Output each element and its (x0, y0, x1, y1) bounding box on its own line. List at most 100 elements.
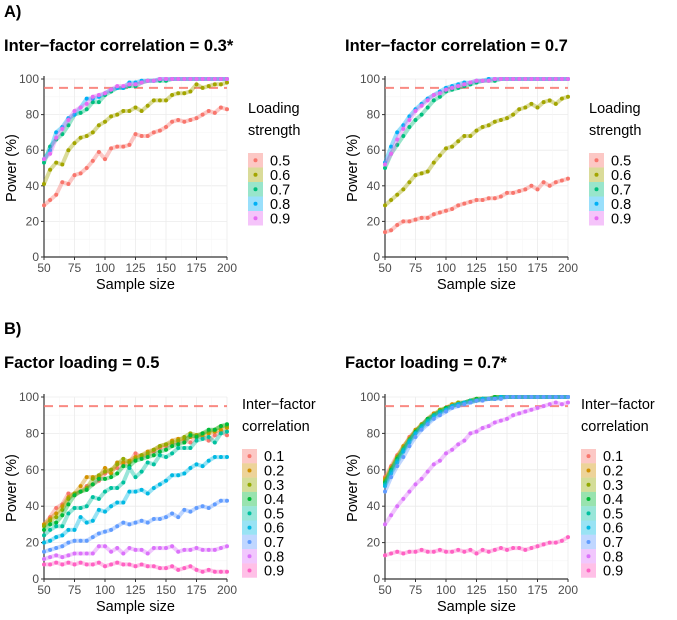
data-point (157, 98, 162, 103)
data-point (401, 187, 406, 192)
chart-title: Inter−factor correlation = 0.7 (345, 37, 568, 55)
data-point (54, 511, 59, 516)
data-point (42, 540, 46, 545)
data-point (109, 562, 114, 567)
data-point (425, 98, 430, 103)
data-point (505, 547, 509, 552)
data-point (474, 78, 479, 83)
data-point (109, 504, 114, 509)
data-point (66, 117, 71, 122)
data-point (145, 491, 150, 496)
data-point (48, 562, 53, 567)
data-point (529, 183, 534, 188)
data-point (383, 230, 387, 235)
series-0.9 (383, 535, 570, 558)
data-point (48, 555, 53, 560)
data-point (133, 458, 138, 463)
legend-label: 0.6 (603, 521, 623, 537)
data-point (60, 132, 65, 137)
data-point (170, 511, 175, 516)
legend-title: Inter−factor (242, 397, 316, 413)
data-point (60, 504, 65, 509)
x-tick-label: 75 (68, 261, 82, 275)
data-point (559, 178, 564, 183)
data-point (194, 567, 199, 572)
data-point (456, 442, 461, 447)
data-point (517, 77, 522, 81)
data-point (90, 158, 95, 163)
data-point (188, 547, 193, 552)
data-point (419, 171, 424, 176)
data-point (437, 94, 442, 99)
data-point (121, 109, 126, 114)
data-point (523, 77, 528, 81)
data-point (164, 455, 168, 460)
y-tick-label: 80 (367, 108, 381, 122)
data-point (462, 82, 467, 87)
data-point (511, 413, 516, 418)
legend-key-dot (247, 525, 252, 530)
data-point (511, 190, 516, 195)
data-point (121, 456, 126, 461)
data-point (115, 524, 120, 529)
data-point (115, 144, 120, 149)
data-point (127, 489, 132, 494)
data-point (200, 85, 205, 90)
y-axis-label: Power (%) (4, 134, 20, 202)
data-point (212, 82, 217, 87)
data-point (474, 551, 479, 556)
data-point (517, 107, 522, 112)
data-point (407, 219, 412, 224)
data-point (492, 196, 497, 201)
data-point (468, 80, 473, 85)
legend-label: 0.1 (603, 449, 623, 465)
x-tick-label: 100 (95, 261, 115, 275)
y-tick-label: 80 (367, 426, 381, 440)
data-point (541, 404, 546, 409)
y-axis-label: Power (%) (345, 454, 361, 522)
data-point (84, 101, 89, 106)
data-point (84, 504, 89, 509)
data-point (523, 547, 528, 552)
data-point (84, 520, 89, 525)
legend-label: 0.6 (611, 168, 631, 184)
data-point (480, 198, 485, 203)
data-point (145, 455, 150, 460)
x-axis-label: Sample size (437, 277, 516, 293)
legend-key-dot (253, 172, 258, 177)
data-point (559, 96, 564, 101)
data-point (164, 442, 168, 447)
data-point (468, 547, 473, 552)
y-tick-label: 40 (26, 179, 40, 193)
data-point (54, 515, 59, 520)
series-0.7 (42, 498, 229, 554)
data-point (498, 77, 503, 81)
data-point (182, 507, 187, 512)
data-point (553, 180, 558, 185)
data-point (486, 123, 491, 128)
data-point (425, 105, 430, 110)
data-point (218, 427, 223, 432)
data-point (164, 515, 168, 520)
chart-title: Factor loading = 0.7* (345, 354, 507, 372)
legend-label: 0.3 (603, 478, 623, 494)
data-point (170, 93, 175, 98)
data-point (54, 535, 59, 540)
data-point (78, 551, 83, 556)
data-point (395, 130, 400, 135)
data-point (456, 84, 461, 89)
data-point (486, 78, 491, 83)
x-axis-label: Sample size (96, 599, 175, 615)
x-tick-label: 100 (436, 583, 456, 597)
x-tick-label: 50 (37, 261, 51, 275)
data-point (407, 125, 412, 130)
data-point (468, 133, 473, 138)
data-point (182, 77, 187, 81)
data-point (413, 482, 418, 487)
data-point (139, 109, 144, 114)
data-point (212, 440, 217, 445)
data-point (60, 555, 65, 560)
data-point (90, 130, 95, 135)
data-point (151, 516, 156, 521)
